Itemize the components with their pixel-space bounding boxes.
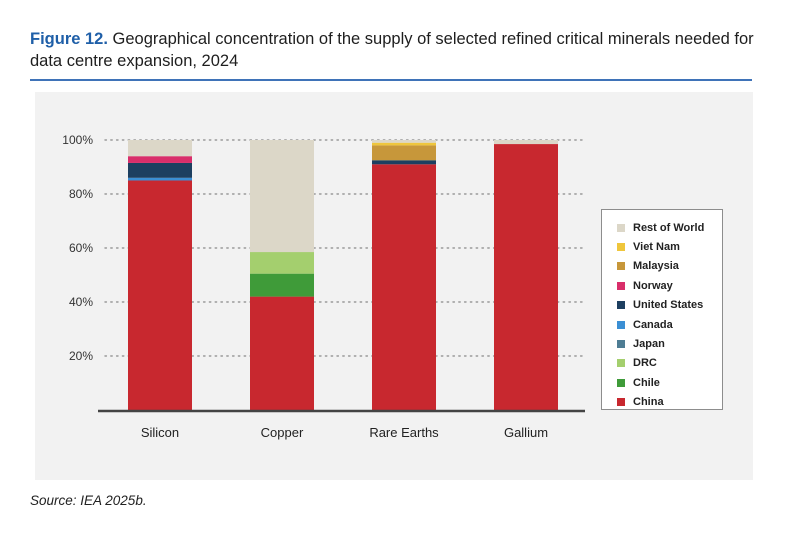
figure-title-text: Geographical concentration of the supply…: [30, 30, 754, 70]
legend-label: Japan: [633, 338, 665, 351]
bar-segment: [128, 156, 192, 163]
legend-label: China: [633, 396, 664, 409]
legend-label: Viet Nam: [633, 241, 680, 254]
bar-segment: [494, 144, 558, 411]
legend-swatch: [617, 398, 625, 407]
x-tick-label: Copper: [261, 425, 304, 440]
legend-item: China: [602, 393, 722, 412]
figure-title: Figure 12. Geographical concentration of…: [30, 28, 760, 72]
bar-segment: [372, 142, 436, 146]
figure-label: Figure 12.: [30, 30, 108, 48]
legend-label: Norway: [633, 279, 673, 292]
y-tick-label: 60%: [69, 241, 93, 255]
legend-label: Rest of World: [633, 221, 705, 234]
bar-segment: [372, 164, 436, 410]
bar-segment: [250, 140, 314, 253]
chart-legend: Rest of World Viet Nam Malaysia Norway Unite…: [601, 209, 723, 410]
legend-label: DRC: [633, 357, 657, 370]
legend-item: DRC: [602, 354, 722, 373]
y-tick-label: 20%: [69, 349, 93, 363]
legend-swatch: [617, 301, 625, 310]
bar-segment: [372, 160, 436, 165]
legend-label: Canada: [633, 318, 673, 331]
legend-swatch: [617, 340, 625, 349]
legend-label: Malaysia: [633, 260, 679, 273]
legend-item: Japan: [602, 334, 722, 353]
legend-swatch: [617, 281, 625, 290]
legend-item: Rest of World: [602, 218, 722, 237]
bar-segment: [372, 145, 436, 161]
legend-swatch: [617, 262, 625, 271]
y-tick-label: 80%: [69, 187, 93, 201]
title-divider: [30, 79, 752, 81]
y-tick-label: 40%: [69, 295, 93, 309]
x-tick-label: Gallium: [504, 425, 548, 440]
legend-item: Chile: [602, 373, 722, 392]
legend-item: Malaysia: [602, 257, 722, 276]
legend-swatch: [617, 378, 625, 387]
legend-swatch: [617, 320, 625, 329]
legend-swatch: [617, 359, 625, 368]
bar-segment: [128, 162, 192, 178]
bar-segment: [250, 296, 314, 410]
legend-item: Canada: [602, 315, 722, 334]
bar-segment: [372, 140, 436, 143]
y-tick-label: 100%: [62, 133, 93, 147]
legend-item: Viet Nam: [602, 237, 722, 256]
bar-segment: [250, 252, 314, 274]
x-tick-label: Silicon: [141, 425, 179, 440]
x-tick-label: Rare Earths: [369, 425, 439, 440]
bar-segment: [128, 140, 192, 157]
legend-swatch: [617, 223, 625, 232]
legend-swatch: [617, 243, 625, 252]
bar-segment: [494, 140, 558, 145]
legend-label: Chile: [633, 376, 660, 389]
source-note: Source: IEA 2025b.: [30, 493, 147, 508]
legend-item: United States: [602, 296, 722, 315]
bar-segment: [128, 180, 192, 410]
bar-segment: [250, 273, 314, 297]
legend-label: United States: [633, 299, 704, 312]
bar-segment: [128, 177, 192, 181]
legend-item: Norway: [602, 276, 722, 295]
